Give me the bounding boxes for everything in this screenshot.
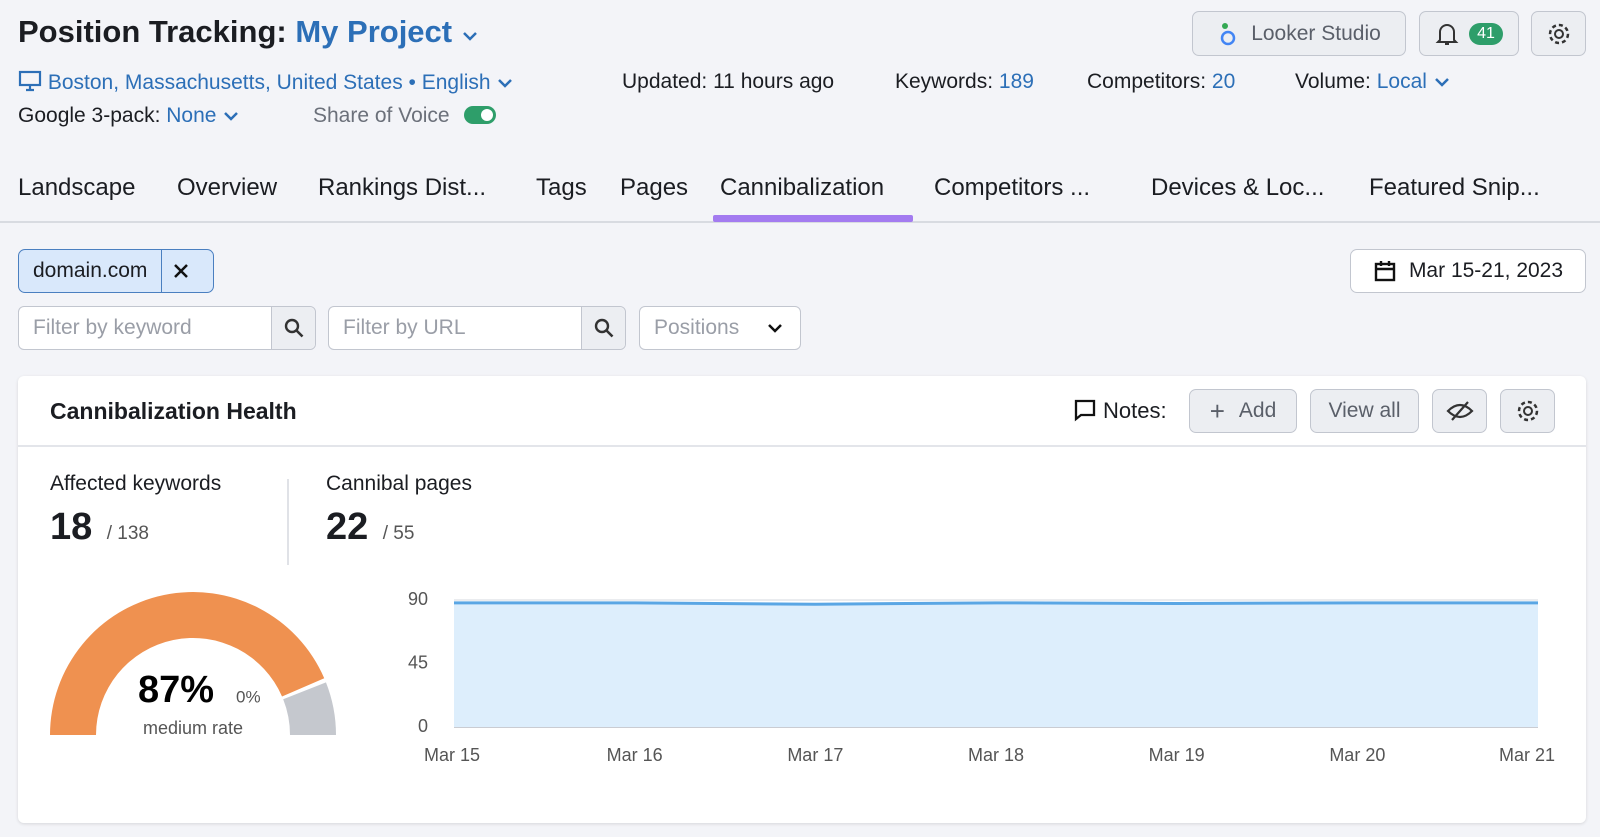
search-icon (594, 318, 613, 338)
keywords-value[interactable]: 189 (998, 70, 1034, 93)
chevron (498, 79, 513, 88)
chevron (224, 112, 239, 121)
keyword-placeholder: Filter by keyword (33, 316, 192, 339)
settings-button[interactable] (1531, 11, 1586, 56)
card-title: Cannibalization Health (50, 398, 297, 424)
looker-button[interactable]: Looker Studio (1192, 11, 1406, 56)
page-title: Position Tracking: (18, 14, 287, 49)
tab[interactable]: Featured Snip... (1369, 174, 1540, 201)
location-row: Boston, Massachusetts, United States • E… (18, 70, 514, 95)
active-tab-indicator (713, 215, 913, 222)
card-settings[interactable] (1500, 389, 1555, 433)
stat-value: 18 (50, 506, 93, 548)
pack-select[interactable]: None (166, 104, 217, 127)
add-note[interactable]: + Add (1189, 389, 1297, 433)
stat-label: Cannibal pages (326, 472, 472, 495)
chip-remove[interactable] (161, 250, 200, 292)
tab[interactable]: Tags (536, 174, 587, 201)
stat-divider (287, 479, 289, 565)
keyword-filter[interactable]: Filter by keyword (18, 306, 316, 350)
chevron (1434, 78, 1449, 87)
pack: Google 3-pack: None (18, 104, 240, 128)
competitors: Competitors: 20 (1087, 70, 1235, 94)
tab[interactable]: Cannibalization (720, 174, 885, 201)
tab[interactable]: Landscape (18, 174, 136, 201)
view-all[interactable]: View all (1310, 389, 1419, 433)
hide-button[interactable] (1432, 389, 1487, 433)
stat-total: / 55 (382, 523, 415, 544)
looker-icon (1220, 22, 1236, 45)
view-all-label: View all (1328, 399, 1401, 422)
notes-label: Notes: (1103, 398, 1167, 423)
tab-border (0, 221, 1600, 223)
notifications-button[interactable]: 41 (1419, 11, 1519, 56)
competitors-label: Competitors: (1087, 70, 1207, 93)
url-filter[interactable]: Filter by URL (328, 306, 626, 350)
search-icon (284, 318, 303, 338)
gear-icon (1517, 400, 1538, 422)
date-label: Mar 15-21, 2023 (1408, 259, 1564, 282)
tab[interactable]: Devices & Loc... (1151, 174, 1325, 201)
pack-label: Google 3-pack: (18, 104, 161, 127)
search-button[interactable] (271, 307, 315, 349)
calendar-icon (1374, 261, 1396, 282)
looker-label: Looker Studio (1251, 21, 1381, 45)
stat-total: / 138 (106, 523, 149, 544)
tab[interactable]: Pages (620, 174, 689, 201)
stat-label: Affected keywords (50, 472, 222, 495)
note-icon (1074, 399, 1096, 422)
volume-select[interactable]: Local (1376, 70, 1427, 93)
competitors-value[interactable]: 20 (1211, 70, 1236, 93)
chevron (462, 32, 477, 41)
tab[interactable]: Overview (177, 174, 278, 201)
location-select[interactable]: Boston, Massachusetts, United States • E… (47, 71, 491, 94)
tab[interactable]: Competitors ... (934, 174, 1091, 201)
bell-icon (1435, 23, 1459, 45)
volume: Volume: Local (1295, 70, 1451, 94)
keywords-label: Keywords: (895, 70, 994, 93)
page-title-row: Position Tracking: My Project (18, 14, 479, 50)
toggle[interactable] (463, 105, 497, 125)
stat-value: 22 (326, 506, 369, 548)
share-of-voice-label: Share of Voice (313, 104, 450, 127)
chip-label: domain.com (33, 259, 148, 282)
search-button[interactable] (581, 307, 625, 349)
chevron (768, 324, 782, 333)
close-icon (174, 264, 189, 278)
positions-label: Positions (654, 316, 740, 339)
notes: Notes: (1073, 398, 1167, 424)
notification-count: 41 (1469, 22, 1503, 45)
share-of-voice: Share of Voice (313, 104, 497, 128)
stat: 22 / 55 (326, 506, 414, 549)
url-placeholder: Filter by URL (343, 316, 466, 339)
project-select[interactable]: My Project (295, 14, 453, 49)
updated: Updated: 11 hours ago (622, 70, 835, 93)
date-picker[interactable]: Mar 15-21, 2023 (1350, 249, 1586, 293)
card-divider (18, 445, 1586, 447)
card: Cannibalization Health Notes: + Add View … (18, 376, 1586, 823)
volume-label: Volume: (1295, 70, 1371, 93)
gear-icon (1548, 23, 1569, 44)
positions-select[interactable]: Positions (639, 306, 801, 350)
keywords: Keywords: 189 (895, 70, 1034, 94)
domain-chip: domain.com (18, 249, 214, 293)
tab[interactable]: Rankings Dist... (318, 174, 487, 201)
stat: 18 / 138 (50, 506, 149, 549)
hide-icon (1445, 401, 1474, 421)
add-label: Add (1238, 399, 1277, 422)
desktop-icon (18, 70, 42, 92)
